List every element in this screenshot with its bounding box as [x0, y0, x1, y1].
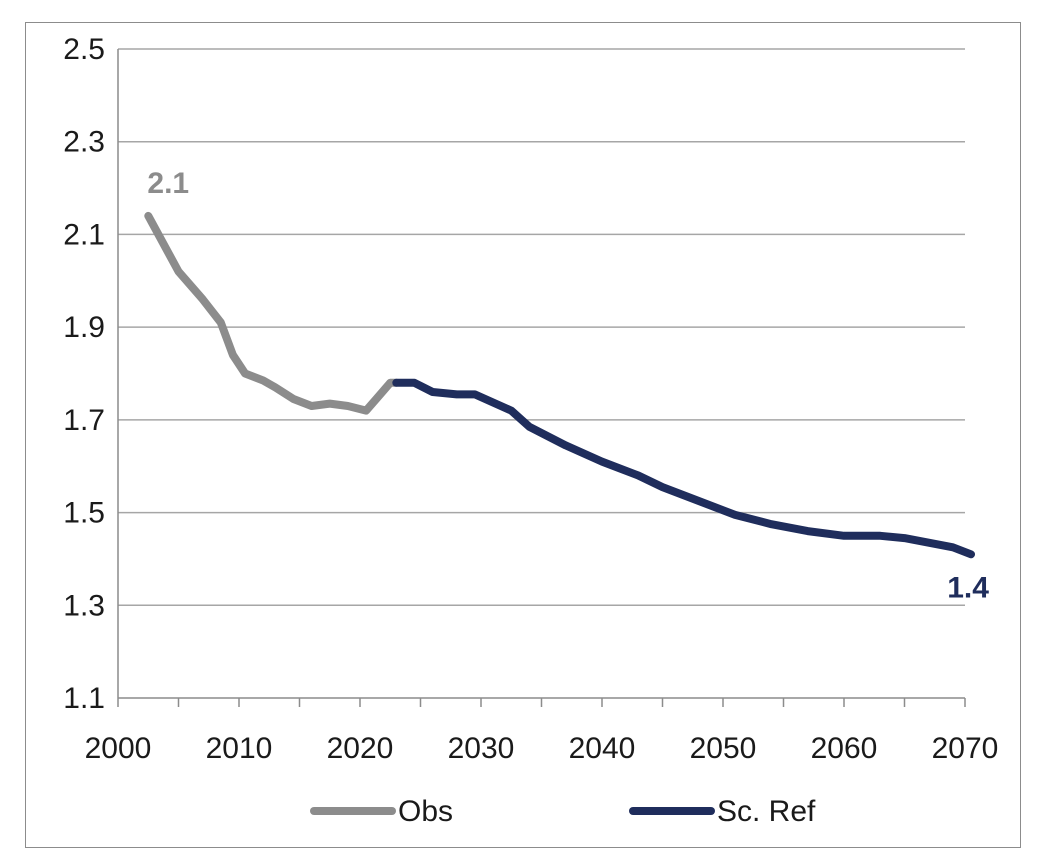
data-label-sc-ref: 1.4 [947, 571, 989, 604]
x-tick-label-2000: 2000 [85, 732, 152, 765]
legend-item-obs-label: Obs [398, 795, 453, 828]
x-tick-label-2020: 2020 [327, 732, 394, 765]
x-tick-label-2030: 2030 [448, 732, 515, 765]
y-tick-labels: 1.1 1.3 1.5 1.7 1.9 2.1 2.3 2.5 [63, 33, 105, 715]
y-tick-label-1.1: 1.1 [63, 682, 105, 715]
x-tick-label-2040: 2040 [569, 732, 636, 765]
x-tick-label-2010: 2010 [206, 732, 273, 765]
legend-item-sc-ref-label: Sc. Ref [717, 795, 816, 828]
y-tick-label-2.1: 2.1 [63, 218, 105, 251]
y-tick-label-1.5: 1.5 [63, 497, 105, 530]
data-label-obs: 2.1 [147, 167, 189, 200]
series-lines [144, 211, 975, 559]
series-line-sc-ref [392, 378, 975, 559]
x-tick-label-2050: 2050 [690, 732, 757, 765]
y-tick-label-1.7: 1.7 [63, 404, 105, 437]
series-line-obs [144, 211, 401, 415]
x-tick-label-2060: 2060 [811, 732, 878, 765]
gridlines [118, 48, 965, 607]
legend: Obs Sc. Ref [310, 795, 816, 828]
y-tick-label-2.5: 2.5 [63, 33, 105, 66]
x-tick-labels: 2000 2010 2020 2030 2040 2050 2060 2070 [85, 732, 999, 765]
y-tick-label-1.9: 1.9 [63, 311, 105, 344]
x-tick-label-2070: 2070 [932, 732, 999, 765]
y-tick-label-2.3: 2.3 [63, 126, 105, 159]
axes [117, 49, 966, 707]
y-tick-label-1.3: 1.3 [63, 589, 105, 622]
legend-item-sc-ref: Sc. Ref [629, 795, 816, 828]
chart-frame [25, 22, 1021, 848]
data-labels: 2.1 1.4 [147, 167, 989, 604]
legend-item-obs: Obs [310, 795, 453, 828]
